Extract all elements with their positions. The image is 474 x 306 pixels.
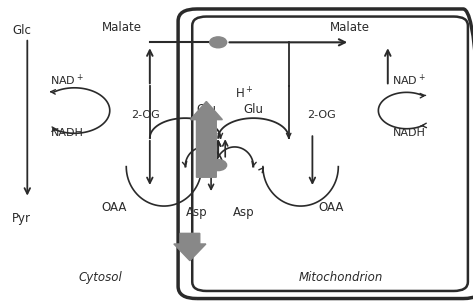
Text: OAA: OAA [319,201,344,214]
Circle shape [210,37,227,48]
Text: Glu: Glu [196,103,216,116]
Text: NAD$^+$: NAD$^+$ [51,73,84,88]
Text: OAA: OAA [102,201,127,214]
Circle shape [210,160,227,170]
Text: Pyr: Pyr [12,212,31,225]
Text: 2-OG: 2-OG [308,110,336,120]
Text: NADH: NADH [392,128,426,138]
Text: H$^+$: H$^+$ [235,86,253,102]
Text: Mitochondrion: Mitochondrion [299,271,383,284]
FancyArrow shape [174,233,206,261]
Text: NAD$^+$: NAD$^+$ [392,73,426,88]
Text: Asp: Asp [186,206,208,218]
Text: Cytosol: Cytosol [79,271,122,284]
Text: 2-OG: 2-OG [131,110,159,120]
Text: Glu: Glu [244,103,264,116]
FancyArrow shape [191,102,222,177]
Text: Glc: Glc [12,24,31,37]
Text: NADH: NADH [51,128,84,138]
Text: Asp: Asp [233,206,255,218]
Text: Malate: Malate [330,21,370,34]
Text: Malate: Malate [101,21,142,34]
